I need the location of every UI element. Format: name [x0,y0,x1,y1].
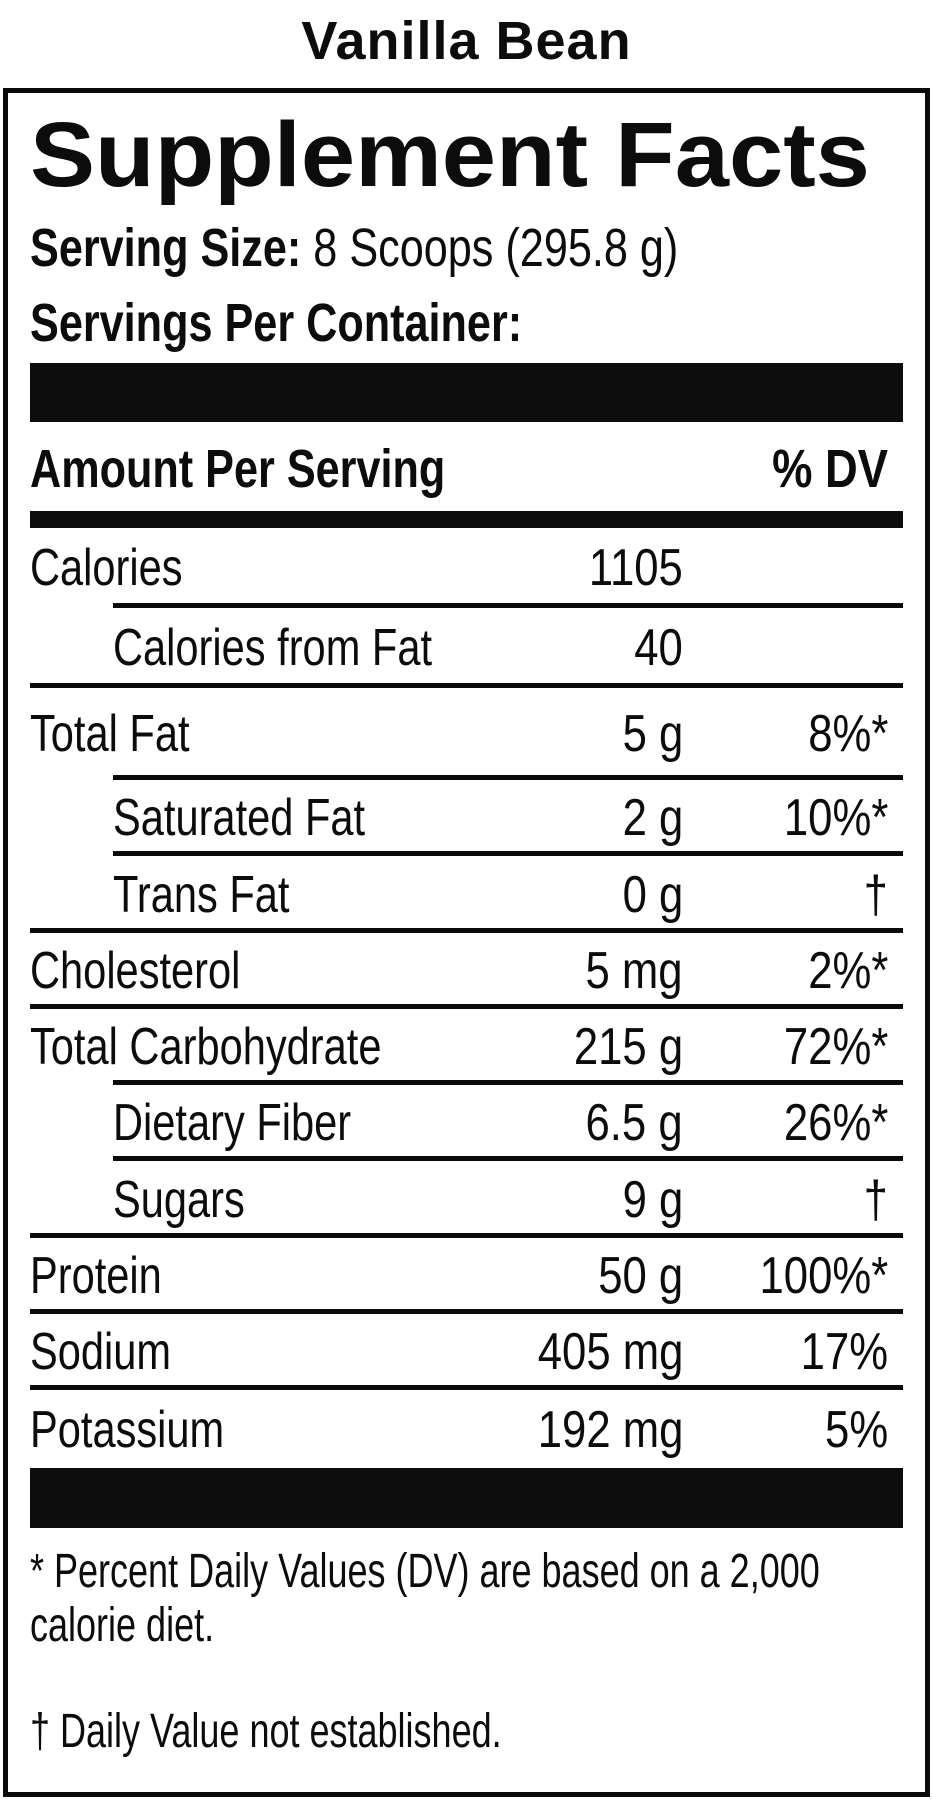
nutrient-amount: 405 mg [537,1323,683,1381]
nutrient-amount: 1105 [589,539,683,597]
nutrient-amount: 50 g [597,1247,683,1305]
row-separator [113,603,903,608]
nutrient-dv: 72%* [783,1018,888,1076]
supplement-facts-panel: Supplement Facts Serving Size: 8 Scoops … [3,88,930,1797]
row-separator [113,775,903,780]
serving-size-line: Serving Size: 8 Scoops (295.8 g) [30,218,840,278]
row-separator [30,1385,903,1390]
serving-size-value: 8 Scoops (295.8 g) [301,218,679,278]
footnote-daily-values: * Percent Daily Values (DV) are based on… [30,1545,933,1653]
table-row-trans-fat: Trans Fat 0 g † [8,856,925,933]
nutrient-name: Dietary Fiber [113,1094,352,1152]
row-separator [113,851,903,856]
nutrient-name: Sugars [113,1170,245,1229]
nutrient-dv: 17% [800,1323,888,1381]
nutrient-dv: 5% [824,1401,888,1459]
row-separator [30,683,903,688]
panel-title: Supplement Facts [30,104,870,206]
nutrient-amount: 6.5 g [585,1094,683,1152]
nutrient-name: Calories from Fat [113,619,433,677]
section-bar-header [30,511,903,528]
table-row-calories: Calories 1105 [8,528,925,608]
row-separator [113,1156,903,1161]
nutrient-name: Total Carbohydrate [30,1018,382,1076]
row-separator [30,1233,903,1238]
nutrient-name: Potassium [30,1401,225,1459]
nutrient-amount: 0 g [622,865,683,924]
table-row-calories-from-fat: Calories from Fat 40 [8,608,925,688]
section-bar-bottom [30,1468,903,1528]
nutrient-name: Cholesterol [30,942,241,1000]
footnote-line-1: * Percent Daily Values (DV) are based on… [30,1545,820,1598]
table-row-sodium: Sodium 405 mg 17% [8,1314,925,1390]
table-row-protein: Protein 50 g 100%* [8,1238,925,1314]
table-row-saturated-fat: Saturated Fat 2 g 10%* [8,780,925,856]
nutrient-name: Trans Fat [113,865,290,924]
nutrient-amount: 5 g [622,705,683,763]
footnote-line-2: calorie diet. [30,1599,215,1652]
nutrient-amount: 9 g [622,1170,683,1229]
column-header-row: Amount Per Serving % DV [30,438,903,500]
footnote-dagger: † Daily Value not established. [30,1705,659,1759]
table-row-potassium: Potassium 192 mg 5% [8,1390,925,1470]
nutrient-dv: 2%* [807,942,888,1000]
nutrient-dv: † [863,1170,888,1229]
nutrient-name: Calories [30,539,183,597]
nutrient-rows: Calories 1105 Calories from Fat 40 Total… [8,528,925,1470]
table-row-sugars: Sugars 9 g † [8,1161,925,1238]
nutrient-dv: 26%* [783,1094,888,1152]
nutrient-amount: 40 [634,619,683,677]
table-row-dietary-fiber: Dietary Fiber 6.5 g 26%* [8,1085,925,1161]
footnote-dagger-text: † Daily Value not established. [30,1705,502,1758]
section-bar-top [30,363,903,422]
nutrient-amount: 192 mg [537,1401,683,1459]
panel-inner: Supplement Facts Serving Size: 8 Scoops … [8,93,925,1792]
nutrient-name: Protein [30,1247,162,1305]
nutrient-amount: 215 g [573,1018,683,1076]
nutrient-dv: 100%* [759,1247,888,1305]
table-row-total-fat: Total Fat 5 g 8%* [8,688,925,780]
row-separator [30,1004,903,1009]
row-separator [30,928,903,933]
nutrient-name: Saturated Fat [113,789,366,847]
servings-per-container-label: Servings Per Container: [30,293,523,353]
table-row-total-carbohydrate: Total Carbohydrate 215 g 72%* [8,1009,925,1085]
nutrient-dv: 10%* [783,789,888,847]
table-row-cholesterol: Cholesterol 5 mg 2%* [8,933,925,1009]
nutrient-amount: 2 g [622,789,683,847]
nutrient-dv: † [863,865,888,924]
servings-per-container-line: Servings Per Container: [30,293,645,353]
row-separator [113,1080,903,1085]
nutrient-name: Total Fat [30,705,190,763]
row-separator [30,1309,903,1314]
dv-header: % DV [772,439,888,499]
nutrient-amount: 5 mg [585,942,683,1000]
nutrient-dv: 8%* [807,705,888,763]
nutrient-name: Sodium [30,1323,172,1381]
flavor-title: Vanilla Bean [301,11,632,71]
serving-size-label: Serving Size: [30,218,302,278]
amount-per-serving-header: Amount Per Serving [30,439,446,499]
